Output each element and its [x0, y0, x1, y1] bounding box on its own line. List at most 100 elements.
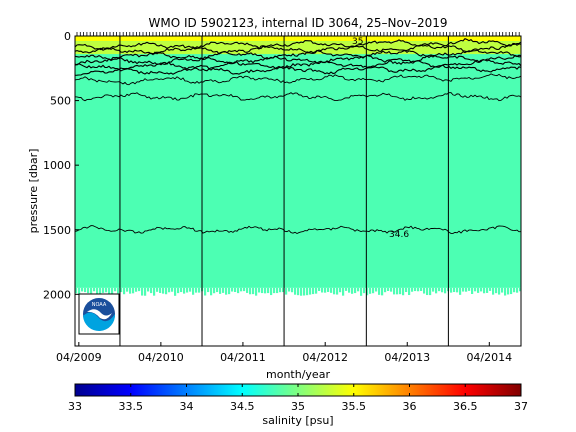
profile-bottom-tooth: [264, 287, 267, 294]
contour-label-35: 35: [352, 37, 363, 47]
profile-bottom-tooth: [126, 287, 129, 292]
profile-bottom-tooth: [261, 287, 264, 294]
profile-bottom-tooth: [216, 287, 219, 293]
profile-bottom-tooth: [273, 287, 276, 294]
profile-bottom-tooth: [387, 287, 390, 291]
profile-bottom-tooth: [342, 287, 345, 296]
profile-bottom-tooth: [177, 287, 180, 294]
profile-bottom-tooth: [381, 287, 384, 296]
profile-bottom-tooth: [168, 287, 171, 293]
profile-bottom-tooth: [300, 287, 303, 296]
profile-bottom-tooth: [462, 287, 465, 292]
profile-bottom-tooth: [450, 287, 453, 293]
profile-bottom-tooth: [417, 287, 420, 292]
profile-bottom-tooth: [513, 287, 516, 293]
profile-bottom-tooth: [456, 287, 459, 293]
profile-bottom-tooth: [414, 287, 417, 292]
profile-bottom-tooth: [141, 287, 144, 296]
profile-bottom-tooth: [249, 287, 252, 295]
colorbar-tick-label: 33.5: [119, 400, 144, 413]
profile-bottom-tooth: [480, 287, 483, 292]
profile-bottom-tooth: [207, 287, 210, 293]
profile-bottom-tooth: [120, 287, 123, 293]
profile-bottom-tooth: [180, 287, 183, 293]
profile-bottom-tooth: [75, 287, 78, 294]
profile-bottom-tooth: [291, 287, 294, 293]
profile-bottom-tooth: [357, 287, 360, 292]
profile-bottom-tooth: [405, 287, 408, 293]
profile-bottom-tooth: [198, 287, 201, 293]
profile-bottom-tooth: [255, 287, 258, 296]
x-tick-label: 04/2013: [384, 351, 430, 364]
profile-bottom-tooth: [363, 287, 366, 294]
contour-35-1: [75, 42, 521, 55]
colorbar: 33 33.5 34 34.5 35 35.5 36 36.5 37 salinity [psu…: [68, 383, 528, 427]
profile-bottom-tooth: [345, 287, 348, 291]
profile-bottom-tooth: [330, 287, 333, 293]
profile-bottom-tooth: [282, 287, 285, 293]
plot-area: 35 34.6: [74, 32, 522, 347]
profile-bottom-tooth: [339, 287, 342, 293]
profile-bottom-tooth: [384, 287, 387, 293]
profile-bottom-tooth: [87, 287, 90, 294]
colorbar-tick-label: 34.5: [230, 400, 255, 413]
profile-bottom-tooth: [99, 287, 102, 294]
profile-bottom-tooth: [267, 287, 270, 294]
colorbar-tick-label: 35: [291, 400, 305, 413]
profile-bottom-tooth: [516, 287, 519, 293]
profile-bottom-tooth: [486, 287, 489, 293]
profile-bottom-tooth: [183, 287, 186, 294]
profile-bottom-tooth: [336, 287, 339, 295]
profile-bottom-tooth: [504, 287, 507, 296]
profile-bottom-tooth: [150, 287, 153, 294]
profile-bottom-tooth: [162, 287, 165, 294]
profile-bottom-tooth: [117, 287, 120, 294]
profile-bottom-tooth: [228, 287, 231, 295]
profile-bottom-tooth: [510, 287, 513, 295]
profile-bottom-tooth: [147, 287, 150, 292]
profile-bottom-tooth: [441, 287, 444, 293]
profile-bottom-tooth: [492, 287, 495, 295]
y-tick-label: 1000: [43, 159, 71, 172]
profile-bottom-tooth: [321, 287, 324, 293]
profile-bottom-tooth: [432, 287, 435, 292]
profile-bottom-tooth: [324, 287, 327, 293]
colorbar-tick-label: 36: [403, 400, 417, 413]
contour-34-95: [75, 54, 521, 66]
profile-bottom-tooth: [105, 287, 108, 293]
profile-bottom-tooth: [171, 287, 174, 292]
profile-bottom-tooth: [366, 287, 369, 296]
colorbar-tick-label: 36.5: [453, 400, 478, 413]
x-axis: 04/2009 04/2010 04/2011 04/2012 04/2013 04/20…: [56, 342, 512, 364]
profile-bottom-tooth: [225, 287, 228, 295]
profile-bottom-tooth: [408, 287, 411, 296]
contour-34-8: [75, 73, 521, 86]
y-axis: 0 500 1000 1500 2000: [43, 30, 79, 301]
profile-bottom-tooth: [390, 287, 393, 292]
profile-bottom-tooth: [303, 287, 306, 296]
profile-bottom-tooth: [444, 287, 447, 294]
profile-bottom-tooth: [312, 287, 315, 295]
profile-bottom-tooth: [411, 287, 414, 292]
x-tick-label: 04/2009: [56, 351, 102, 364]
profile-bottom-tooth: [132, 287, 135, 294]
logo-text: NOAA: [92, 302, 107, 308]
y-tick-label: 500: [50, 95, 71, 108]
y-tick-label: 0: [64, 30, 71, 43]
profile-bottom-tooth: [297, 287, 300, 296]
profile-bottom-tooth: [210, 287, 213, 296]
profile-bottom-tooth: [204, 287, 207, 296]
profile-bottom-tooth: [333, 287, 336, 295]
profile-bottom-tooth: [240, 287, 243, 292]
contour-34-75: [75, 92, 521, 102]
profile-bottom-tooth: [78, 287, 81, 294]
year-divider-lines: [119, 36, 449, 346]
profile-bottom-tooth: [438, 287, 441, 292]
profile-bottom-tooth: [195, 287, 198, 293]
x-tick-label: 04/2014: [466, 351, 512, 364]
y-tick-label: 2000: [43, 288, 71, 301]
profile-bottom-tooth: [165, 287, 168, 295]
profile-bottom-tooth: [186, 287, 189, 293]
x-tick-label: 04/2011: [220, 351, 266, 364]
